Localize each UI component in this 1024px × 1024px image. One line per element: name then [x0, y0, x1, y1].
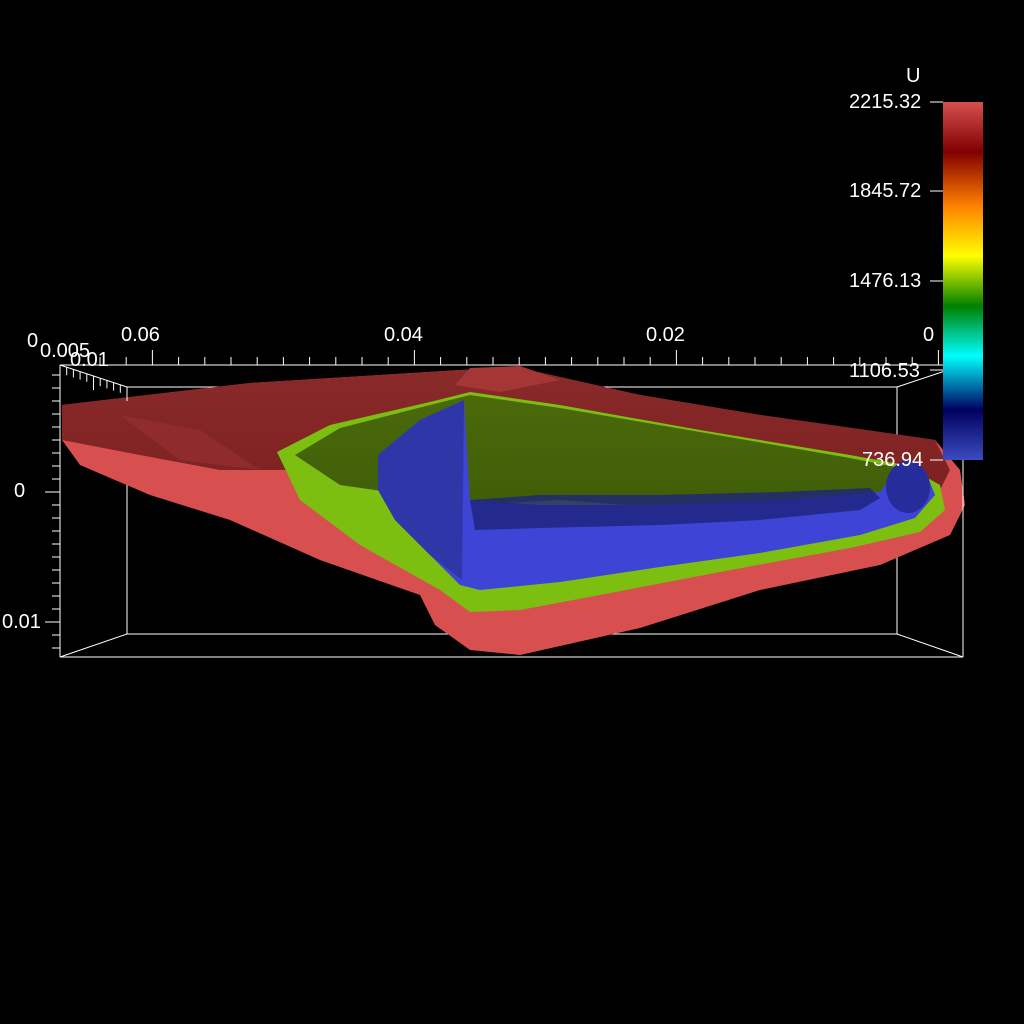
colorbar-label: 1845.72: [849, 180, 922, 202]
y-axis-ticks: [45, 374, 60, 649]
y-tick-label: 0.01: [2, 611, 41, 633]
x-tick-label: 0.06: [121, 324, 160, 346]
y-tick-label: 0: [14, 480, 26, 502]
colorbar-label: 1476.13: [849, 270, 922, 292]
colorbar-title: U: [906, 65, 921, 87]
z-tick-label: 0.005: [40, 340, 91, 362]
colorbar-label: 2215.32: [849, 91, 922, 113]
colorbar-ticks: [930, 101, 943, 461]
x-tick-label: 0: [923, 324, 935, 346]
z-tick-label: 0: [27, 330, 39, 352]
z-axis-ticks: [59, 365, 128, 401]
colorbar-label: 736.94: [862, 449, 924, 471]
x-axis-ticks: [99, 350, 939, 365]
inner-contour-surface: [378, 400, 935, 590]
colorbar-label: 1106.53: [849, 360, 920, 382]
x-tick-label: 0.04: [384, 324, 423, 346]
z-tick-label: 0.01: [70, 349, 109, 371]
x-tick-label: 0.02: [646, 324, 685, 346]
colorbar-gradient: [943, 102, 983, 460]
